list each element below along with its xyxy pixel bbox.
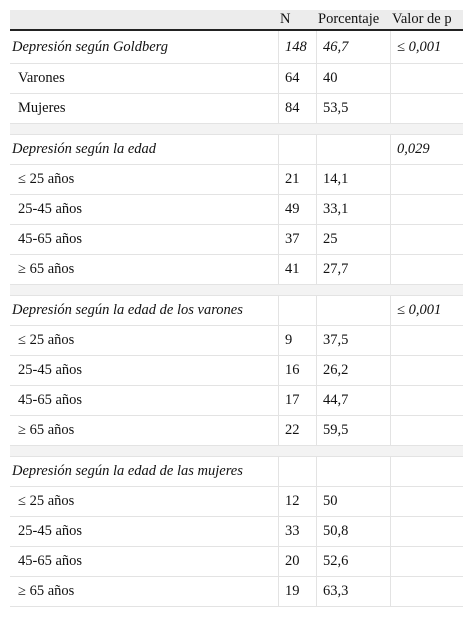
table-header: N Porcentaje Valor de p [10, 10, 463, 31]
row-p [390, 255, 463, 284]
row-n: 33 [278, 517, 316, 546]
section-p: ≤ 0,001 [390, 296, 463, 325]
section-p: ≤ 0,001 [390, 31, 463, 63]
row-n: 64 [278, 64, 316, 93]
table-row: Mujeres 84 53,5 [10, 94, 463, 124]
section-n [278, 296, 316, 325]
section-row: Depresión según Goldberg 148 46,7 ≤ 0,00… [10, 31, 463, 64]
row-p [390, 487, 463, 516]
section-row: Depresión según la edad de las mujeres [10, 457, 463, 487]
section-divider [10, 446, 463, 457]
table-row: 25-45 años 33 50,8 [10, 517, 463, 547]
row-pct: 53,5 [316, 94, 390, 123]
row-label: ≥ 65 años [18, 422, 75, 438]
section-p [390, 457, 463, 486]
row-label: 45-65 años [18, 553, 83, 569]
row-n: 16 [278, 356, 316, 385]
row-pct: 25 [316, 225, 390, 254]
section-divider [10, 285, 463, 296]
section-p: 0,029 [390, 135, 463, 164]
row-p [390, 195, 463, 224]
row-label: 25-45 años [18, 523, 83, 539]
row-label: Mujeres [18, 100, 66, 116]
section-title: Depresión según la edad [12, 141, 157, 157]
row-n: 21 [278, 165, 316, 194]
section-pct [316, 135, 390, 164]
row-pct: 14,1 [316, 165, 390, 194]
header-valor-p: Valor de p [392, 11, 452, 27]
row-p [390, 416, 463, 445]
section-n [278, 457, 316, 486]
row-pct: 44,7 [316, 386, 390, 415]
row-pct: 33,1 [316, 195, 390, 224]
section-title: Depresión según la edad de las mujeres [12, 463, 243, 479]
table-row: ≤ 25 años 9 37,5 [10, 326, 463, 356]
row-n: 17 [278, 386, 316, 415]
section-pct [316, 296, 390, 325]
row-pct: 40 [316, 64, 390, 93]
table-row: ≥ 65 años 19 63,3 [10, 577, 463, 607]
section-divider [10, 124, 463, 135]
row-p [390, 326, 463, 355]
row-n: 84 [278, 94, 316, 123]
row-label: ≤ 25 años [18, 493, 75, 509]
table-row: 45-65 años 37 25 [10, 225, 463, 255]
row-label: 25-45 años [18, 362, 83, 378]
row-n: 49 [278, 195, 316, 224]
row-p [390, 94, 463, 123]
section-title: Depresión según la edad de los varones [12, 302, 243, 318]
row-pct: 63,3 [316, 577, 390, 606]
row-p [390, 165, 463, 194]
row-n: 22 [278, 416, 316, 445]
section-row: Depresión según la edad de los varones ≤… [10, 296, 463, 326]
row-pct: 50,8 [316, 517, 390, 546]
data-table: N Porcentaje Valor de p Depresión según … [10, 10, 463, 607]
row-n: 9 [278, 326, 316, 355]
header-n: N [280, 11, 291, 27]
row-p [390, 386, 463, 415]
section-pct [316, 457, 390, 486]
section-pct: 46,7 [316, 31, 390, 63]
row-p [390, 225, 463, 254]
row-label: 25-45 años [18, 201, 83, 217]
table-row: 25-45 años 16 26,2 [10, 356, 463, 386]
row-p [390, 547, 463, 576]
row-n: 12 [278, 487, 316, 516]
row-p [390, 356, 463, 385]
section-row: Depresión según la edad 0,029 [10, 135, 463, 165]
section-title: Depresión según Goldberg [12, 38, 168, 55]
row-pct: 27,7 [316, 255, 390, 284]
row-label: ≤ 25 años [18, 171, 75, 187]
table-row: ≤ 25 años 21 14,1 [10, 165, 463, 195]
row-pct: 50 [316, 487, 390, 516]
header-label-cell [10, 10, 278, 29]
section-n: 148 [278, 31, 316, 63]
row-n: 37 [278, 225, 316, 254]
table-row: 45-65 años 20 52,6 [10, 547, 463, 577]
row-n: 20 [278, 547, 316, 576]
row-p [390, 577, 463, 606]
table-row: ≤ 25 años 12 50 [10, 487, 463, 517]
row-label: 45-65 años [18, 231, 83, 247]
row-p [390, 64, 463, 93]
row-pct: 59,5 [316, 416, 390, 445]
section-n [278, 135, 316, 164]
row-pct: 52,6 [316, 547, 390, 576]
row-p [390, 517, 463, 546]
table-row: ≥ 65 años 41 27,7 [10, 255, 463, 285]
table-row: 45-65 años 17 44,7 [10, 386, 463, 416]
table-row: Varones 64 40 [10, 64, 463, 94]
row-label: 45-65 años [18, 392, 83, 408]
row-label: ≥ 65 años [18, 583, 75, 599]
row-label: Varones [18, 70, 65, 86]
row-pct: 37,5 [316, 326, 390, 355]
header-porcentaje: Porcentaje [318, 11, 380, 27]
row-label: ≤ 25 años [18, 332, 75, 348]
row-n: 19 [278, 577, 316, 606]
row-label: ≥ 65 años [18, 261, 75, 277]
row-n: 41 [278, 255, 316, 284]
table-row: 25-45 años 49 33,1 [10, 195, 463, 225]
table-row: ≥ 65 años 22 59,5 [10, 416, 463, 446]
row-pct: 26,2 [316, 356, 390, 385]
